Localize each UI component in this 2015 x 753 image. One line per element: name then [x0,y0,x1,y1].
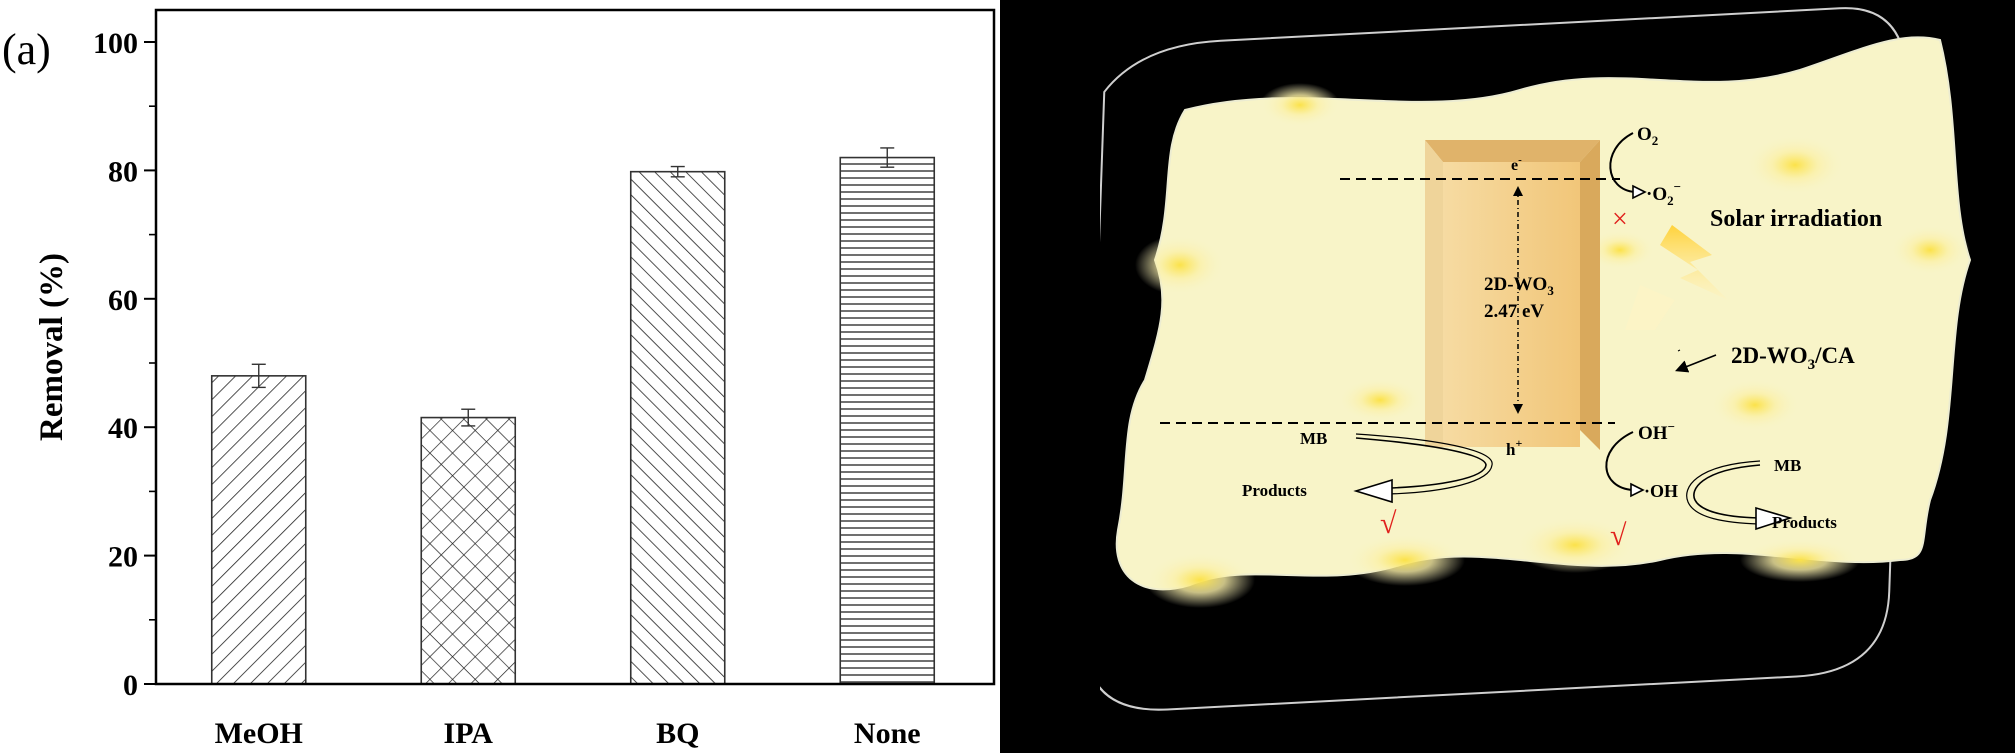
y-axis-label: Removal (%) [34,253,70,441]
mb-right-arrow-inner [1686,460,1761,525]
sheet-glow-spots [1135,83,1970,608]
y-tick-label: 0 [123,669,138,702]
o2-label: O2 [1637,124,1658,148]
mb-left-arrow-inner [1355,433,1493,495]
mb-right-arrow-head [1755,506,1793,531]
solar-label: Solar irradiation [1710,206,1882,232]
bar-none [839,156,936,685]
band-structure [1425,140,1600,450]
hydroxyl-arrow [1605,431,1634,491]
plot-frame [154,8,996,686]
error-bars-group [251,147,895,427]
band-name-label: 2D-WO3 [1484,274,1554,298]
lightning-icon [1660,225,1728,300]
bar-chart: (a) 0 20 40 60 80 100 MeOH IPA BQ None Removal (… [2,8,996,750]
mb-left-arrow-outer [1355,437,1487,489]
mb-right-label: MB [1774,456,1801,475]
cross-mark: × [1612,204,1628,235]
band-gap-arrow-down [1513,404,1523,414]
photocatalysis-diagram: e- h+ 2D-WO3 2.47 eV O2 ·O2− × Solar irr… [1100,7,1972,711]
band-gap-arrow-up [1513,186,1523,196]
light-beam [1625,285,1675,330]
bar-bq [629,170,726,685]
hydroxyl-label: ·OH [1644,481,1678,501]
x-tick-label-bq: BQ [656,717,699,750]
check-right: √ [1610,519,1627,552]
oh-minus-label: OH− [1638,419,1675,444]
hydroxyl-arrow-head [1630,482,1645,498]
y-tick-label: 60 [108,284,138,317]
chart-panel: (a) 0 20 40 60 80 100 MeOH IPA BQ None Removal (… [0,0,1000,753]
bars-group [210,156,936,685]
x-tick-label-ipa: IPA [444,717,494,750]
panel-label: (a) [2,25,51,74]
mb-left-label: MB [1300,429,1327,448]
mb-left-arrow-head [1353,478,1393,504]
products-right-label: Products [1772,513,1837,532]
superoxide-label: ·O2− [1646,179,1681,208]
hole-label: h+ [1506,436,1522,459]
x-tick-label-meoh: MeOH [215,717,303,750]
o2-reduction-arrow-head [1632,184,1647,200]
electron-label: e- [1511,154,1522,174]
bar-ipa [420,416,517,685]
products-left-label: Products [1242,481,1307,500]
bar-meoh [210,375,307,685]
y-tick-label: 40 [108,412,138,445]
y-tick-label: 100 [93,27,138,60]
x-tick-label-none: None [854,717,921,750]
mb-right-arrow-outer [1693,464,1761,519]
x-tick-labels-group: MeOH IPA BQ None [215,717,921,750]
check-left: √ [1380,507,1397,540]
y-tick-label: 20 [108,541,138,574]
y-tick-label: 80 [108,155,138,188]
pointer-stub [1677,349,1681,352]
composite-pointer-arrow [1675,354,1717,373]
y-ticks-group: 0 20 40 60 80 100 [93,27,156,702]
band-gap-label: 2.47 eV [1484,301,1544,322]
composite-label: 2D-WO3/CA [1731,343,1855,373]
o2-reduction-arrow [1609,132,1636,193]
